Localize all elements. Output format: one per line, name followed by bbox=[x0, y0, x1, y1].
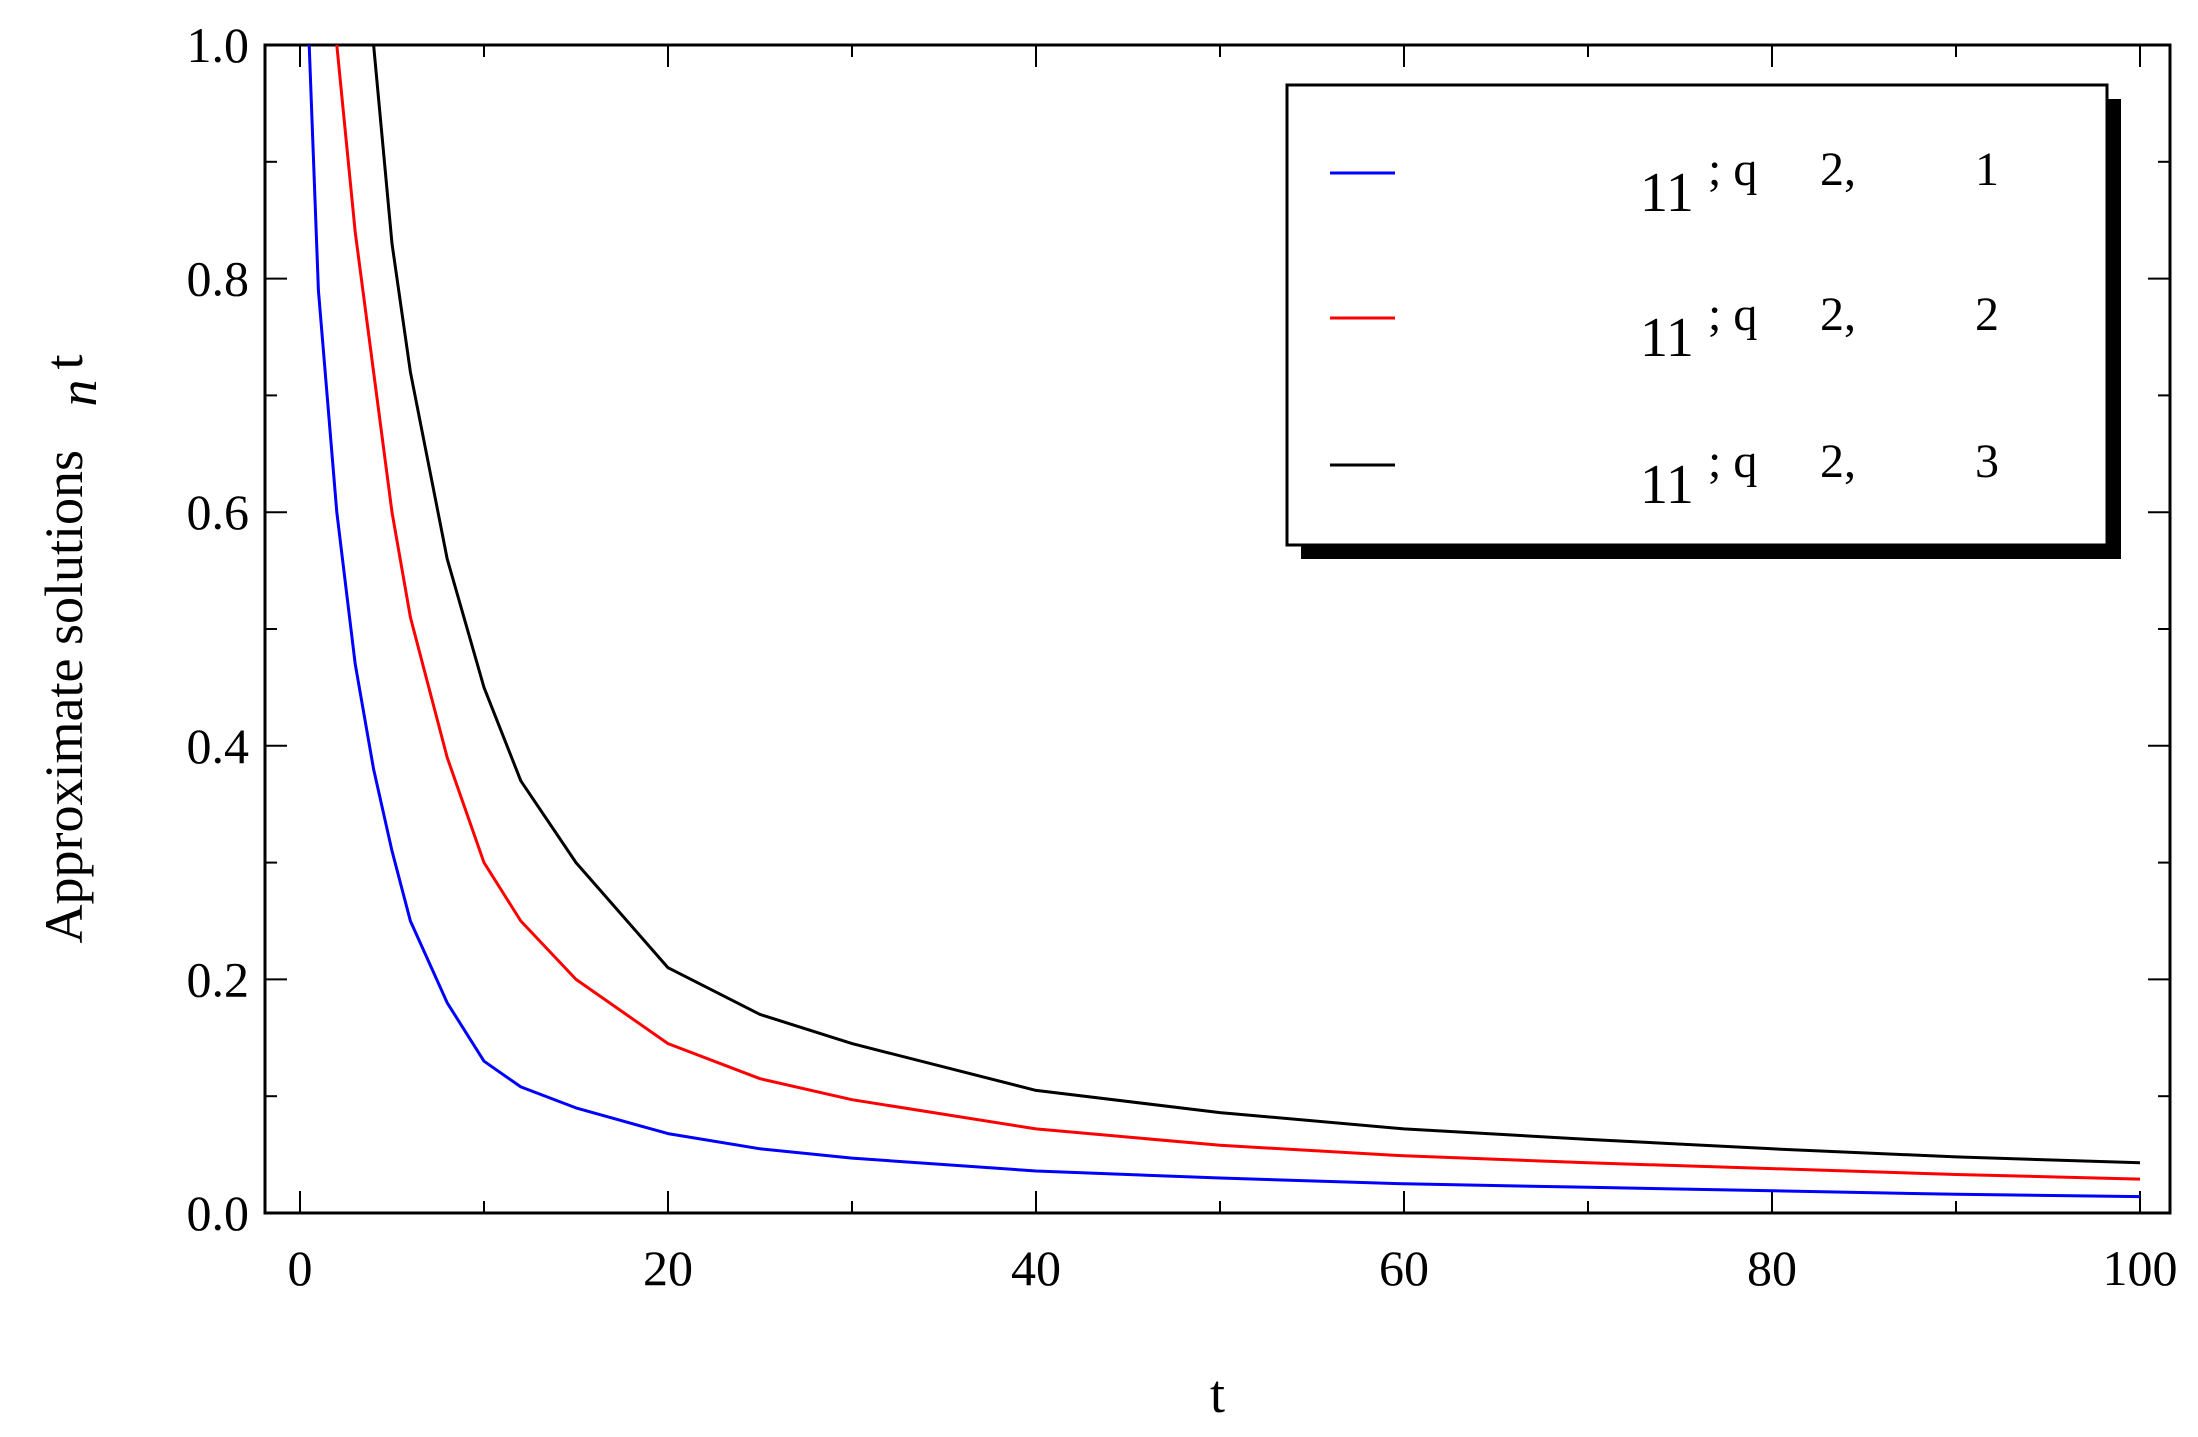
y-axis-title: Approximate solutions nt bbox=[34, 355, 108, 944]
x-tick-label: 0 bbox=[288, 1240, 313, 1296]
x-tick-labels: 0 20 40 60 80 100 bbox=[288, 1240, 2178, 1296]
series-line bbox=[307, 44, 2141, 1199]
legend-label-part: 11 bbox=[1640, 307, 1694, 369]
axis-ticks bbox=[265, 44, 2170, 1214]
legend-label-part: ; q bbox=[1708, 143, 1757, 196]
y-axis-title-symbol: n bbox=[48, 380, 108, 407]
legend-box bbox=[1285, 83, 2109, 547]
y-tick-labels: 0.0 0.2 0.4 0.6 0.8 1.0 bbox=[187, 17, 250, 1241]
series-line bbox=[372, 44, 2141, 1165]
x-tick-label: 40 bbox=[1011, 1240, 1061, 1296]
legend-label-part: 2, bbox=[1820, 288, 1856, 341]
x-tick-label: 60 bbox=[1379, 1240, 1429, 1296]
legend-label-part: ; q bbox=[1708, 435, 1757, 488]
y-tick-label: 0.8 bbox=[187, 251, 250, 307]
x-axis-title: t bbox=[1210, 1364, 1225, 1424]
legend-label-part: 1 bbox=[1975, 143, 1999, 196]
y-tick-label: 0.2 bbox=[187, 951, 250, 1007]
legend-label-part: 2, bbox=[1820, 435, 1856, 488]
y-axis-title-text: Approximate solutions nt bbox=[34, 355, 108, 944]
legend-label-part: 11 bbox=[1640, 454, 1694, 516]
y-tick-label: 0.0 bbox=[187, 1185, 250, 1241]
x-tick-label: 20 bbox=[643, 1240, 693, 1296]
x-tick-label: 100 bbox=[2103, 1240, 2178, 1296]
legend-label-part: 11 bbox=[1640, 162, 1694, 224]
y-tick-label: 0.6 bbox=[187, 484, 250, 540]
legend-label-part: ; q bbox=[1708, 288, 1757, 341]
legend-label-part: 2, bbox=[1820, 143, 1856, 196]
legend: 11; q 2, 111; q 2, 211; q 2, 3 bbox=[1285, 83, 2121, 559]
y-tick-label: 1.0 bbox=[187, 17, 250, 73]
y-tick-label: 0.4 bbox=[187, 718, 250, 774]
legend-label-part: 3 bbox=[1975, 435, 1999, 488]
x-tick-label: 80 bbox=[1747, 1240, 1797, 1296]
series-line bbox=[335, 44, 2141, 1181]
y-axis-title-label: Approximate solutions bbox=[34, 437, 94, 944]
y-axis-title-arg: t bbox=[34, 355, 94, 370]
legend-label-part: 2 bbox=[1975, 288, 1999, 341]
series-lines bbox=[307, 44, 2141, 1199]
